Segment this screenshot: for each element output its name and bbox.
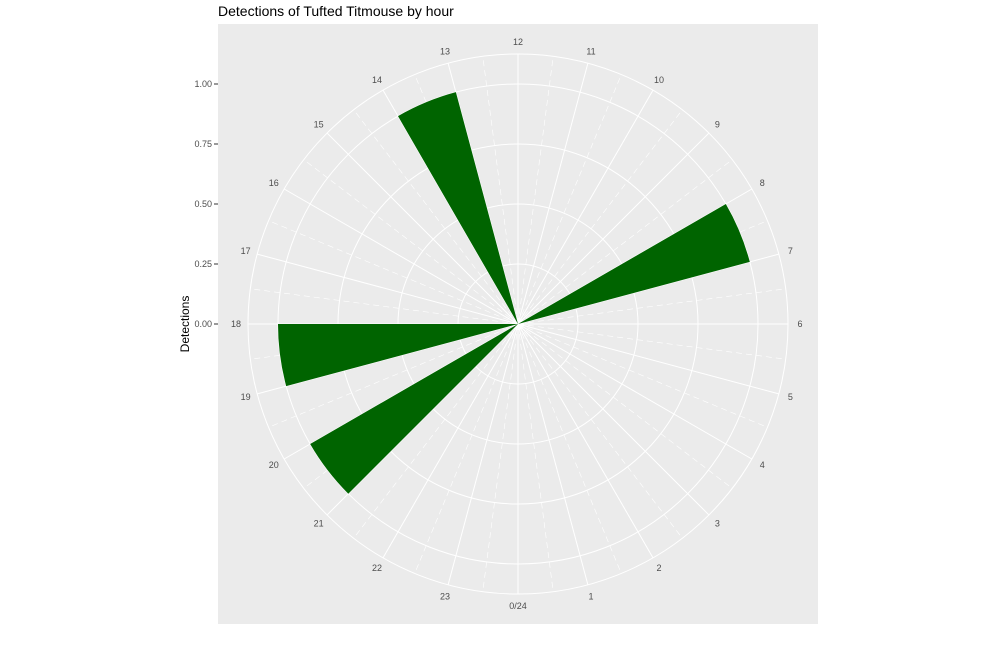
hour-label: 9 (715, 120, 720, 130)
grid-spoke (517, 63, 589, 325)
hour-label: 8 (760, 178, 765, 188)
grid-spoke-minor (268, 323, 519, 428)
y-tick-label: 0.75 (194, 139, 212, 149)
grid-spoke-minor (517, 159, 733, 325)
hour-label: 15 (314, 120, 324, 130)
grid-spoke (447, 63, 519, 325)
bar-hour-18 (278, 324, 518, 387)
grid-spoke-minor (353, 323, 519, 539)
grid-spoke (382, 89, 519, 325)
hour-label: 5 (788, 392, 793, 402)
y-tick-label: 0.50 (194, 199, 212, 209)
grid-spoke-minor (482, 323, 519, 592)
hour-label: 4 (760, 460, 765, 470)
grid-spoke (517, 253, 779, 325)
hour-label: 0/24 (509, 601, 527, 611)
hour-label: 17 (241, 246, 251, 256)
grid-spoke-minor (353, 109, 519, 325)
hour-label: 6 (797, 319, 802, 329)
chart-title: Detections of Tufted Titmouse by hour (218, 3, 454, 19)
grid-spoke-minor (250, 288, 519, 325)
grid-spoke (283, 188, 519, 325)
bars (278, 92, 750, 494)
bar-hour-13 (398, 92, 518, 325)
hour-label: 12 (513, 37, 523, 47)
grid-spoke-minor (517, 74, 622, 325)
y-axis-label: Detections (178, 296, 192, 353)
grid-spoke (257, 253, 519, 325)
hour-label: 7 (788, 246, 793, 256)
hour-label: 18 (231, 319, 241, 329)
grid-spoke (326, 132, 519, 325)
grid-spoke-minor (414, 323, 519, 574)
hour-label: 2 (656, 563, 661, 573)
bar-hour-7 (518, 204, 750, 324)
hour-label: 3 (715, 518, 720, 528)
grid-spoke-minor (303, 159, 519, 325)
grid-spoke-minor (517, 323, 622, 574)
grid-spoke-minor (517, 323, 786, 360)
grid-spoke-minor (517, 56, 554, 325)
hour-label: 13 (440, 47, 450, 57)
grid-spoke (447, 323, 519, 585)
hour-label: 19 (241, 392, 251, 402)
y-tick-label: 0.25 (194, 259, 212, 269)
hour-label: 16 (269, 178, 279, 188)
y-tick-label: 0.00 (194, 319, 212, 329)
hour-labels: 0/24123456789101112131415161718192021222… (231, 37, 803, 611)
grid-spoke-minor (517, 109, 683, 325)
grid-spoke (517, 323, 753, 460)
hour-label: 14 (372, 75, 382, 85)
hour-label: 1 (588, 591, 593, 601)
hour-label: 22 (372, 563, 382, 573)
grid-spoke (517, 89, 654, 325)
grid-spoke-minor (268, 220, 519, 325)
grid-spoke (517, 323, 779, 395)
grid-spoke (517, 323, 654, 559)
bar-hour-20 (310, 324, 518, 494)
hour-label: 23 (440, 591, 450, 601)
grid-spoke-minor (517, 323, 554, 592)
grid-spoke (382, 323, 519, 559)
grid-spoke (517, 323, 589, 585)
grid-spoke-minor (482, 56, 519, 325)
grid-spoke (517, 132, 710, 325)
hour-label: 20 (269, 460, 279, 470)
y-axis: 0.00 0.25 0.50 0.75 1.00 (194, 79, 218, 329)
grid-spoke-minor (517, 288, 786, 325)
hour-label: 10 (654, 75, 664, 85)
grid-spoke-minor (517, 323, 733, 489)
hour-label: 11 (586, 47, 595, 57)
grid-spoke-minor (517, 323, 683, 539)
y-tick-label: 1.00 (194, 79, 212, 89)
hour-label: 21 (314, 518, 324, 528)
grid-spoke (517, 323, 710, 516)
grid-spoke-minor (517, 323, 768, 428)
